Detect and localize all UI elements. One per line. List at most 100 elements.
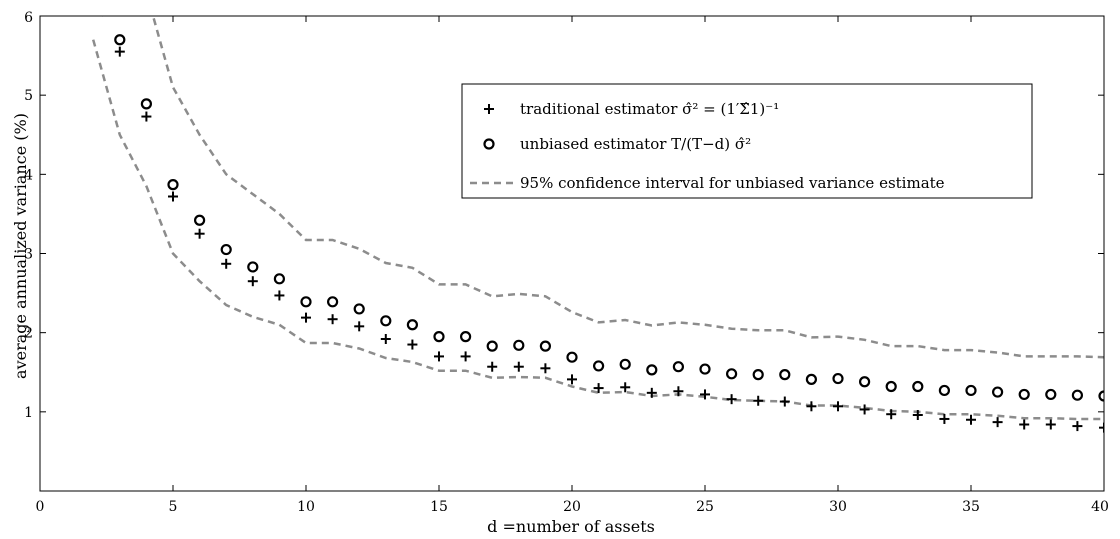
traditional-point — [274, 290, 285, 301]
legend-entry-confidence-interval: 95% confidence interval for unbiased var… — [520, 174, 945, 192]
unbiased-point — [805, 373, 818, 385]
y-tick-label: 5 — [24, 88, 33, 104]
traditional-point — [354, 321, 365, 332]
unbiased-point — [1018, 388, 1030, 401]
traditional-point — [380, 334, 391, 344]
legend: traditional estimator σ̂² = (1′Σ̂1)⁻¹ un… — [461, 83, 1033, 199]
x-tick-label: 15 — [430, 499, 448, 515]
unbiased-point — [699, 363, 711, 375]
unbiased-point — [539, 340, 552, 352]
traditional-point — [593, 383, 604, 394]
y-tick-label: 3 — [24, 247, 33, 263]
unbiased-point — [194, 214, 206, 226]
traditional-point — [513, 361, 524, 372]
traditional-point — [1045, 419, 1056, 430]
traditional-point — [966, 414, 976, 425]
traditional-point — [1072, 421, 1083, 432]
traditional-point — [434, 351, 444, 362]
unbiased-point — [725, 368, 738, 380]
unbiased-point — [592, 360, 605, 372]
unbiased-point — [114, 34, 126, 46]
traditional-point — [753, 395, 764, 406]
x-tick-label: 30 — [829, 499, 847, 515]
unbiased-point — [167, 179, 179, 191]
unbiased-point — [832, 372, 844, 385]
traditional-point — [833, 401, 843, 412]
unbiased-point — [1071, 389, 1084, 401]
unbiased-point — [486, 340, 498, 352]
y-tick-label: 4 — [24, 167, 33, 183]
traditional-point — [806, 401, 817, 412]
traditional-point — [301, 312, 311, 323]
traditional-point — [540, 363, 551, 374]
traditional-point — [700, 389, 710, 400]
traditional-point — [567, 374, 577, 385]
traditional-point — [168, 191, 178, 202]
traditional-point — [779, 396, 790, 407]
confidence-interval-upper — [101, 16, 1104, 359]
traditional-point — [247, 276, 258, 287]
legend-entry-traditional: traditional estimator σ̂² = (1′Σ̂1)⁻¹ — [520, 100, 779, 118]
data-layer — [91, 16, 1104, 433]
traditional-point — [194, 228, 205, 239]
traditional-point — [460, 351, 471, 362]
unbiased-point — [406, 319, 418, 331]
traditional-point — [912, 410, 923, 420]
unbiased-point — [672, 361, 685, 373]
x-tick-label: 35 — [962, 499, 980, 515]
unbiased-point — [220, 243, 232, 256]
unbiased-point — [779, 369, 791, 381]
traditional-point — [407, 339, 418, 350]
unbiased-point — [858, 376, 871, 388]
x-tick-label: 40 — [1091, 499, 1109, 515]
unbiased-point — [965, 384, 977, 397]
x-axis-label: d =number of assets — [487, 517, 655, 536]
legend-plus-marker — [484, 104, 494, 114]
y-tick-label: 2 — [24, 326, 33, 342]
unbiased-point — [513, 339, 525, 351]
unbiased-point — [566, 351, 578, 363]
unbiased-point — [1098, 390, 1104, 402]
traditional-point — [1099, 422, 1104, 433]
unbiased-point — [380, 315, 392, 327]
unbiased-point — [619, 358, 631, 370]
traditional-point — [646, 387, 657, 398]
legend-box — [461, 83, 1033, 199]
y-tick-label: 6 — [24, 10, 33, 26]
unbiased-point — [300, 296, 312, 308]
confidence-interval-lower — [91, 39, 1104, 421]
unbiased-point — [327, 296, 339, 308]
x-tick-label: 10 — [297, 499, 315, 515]
unbiased-point — [247, 261, 259, 273]
plot-area: 0 5 10 15 20 25 30 35 40 1 2 3 4 5 6 — [24, 10, 1109, 515]
unbiased-point — [433, 331, 445, 343]
traditional-point — [726, 394, 737, 405]
unbiased-point — [273, 273, 285, 285]
traditional-point — [1019, 419, 1030, 430]
unbiased-point — [353, 303, 365, 315]
unbiased-point — [752, 369, 764, 381]
legend-entry-unbiased: unbiased estimator T/(T−d) σ̂² — [520, 135, 751, 153]
unbiased-point — [140, 98, 152, 110]
traditional-point — [886, 409, 897, 420]
traditional-point — [141, 111, 152, 122]
unbiased-point — [912, 380, 924, 393]
traditional-point — [992, 417, 1003, 428]
traditional-point — [487, 361, 498, 372]
x-tick-label: 20 — [563, 499, 581, 515]
legend-circle-marker — [483, 138, 495, 150]
unbiased-point — [885, 380, 897, 393]
traditional-point — [673, 386, 684, 397]
unbiased-point — [991, 386, 1004, 398]
x-tick-label: 5 — [169, 499, 178, 515]
traditional-point — [221, 258, 232, 269]
traditional-point — [327, 314, 338, 325]
x-tick-label: 25 — [696, 499, 714, 515]
traditional-point — [939, 413, 950, 424]
y-tick-label: 1 — [24, 405, 33, 421]
y-axis-label: average annualized variance (%) — [11, 113, 30, 379]
traditional-point — [114, 46, 125, 57]
traditional-point — [620, 382, 631, 393]
